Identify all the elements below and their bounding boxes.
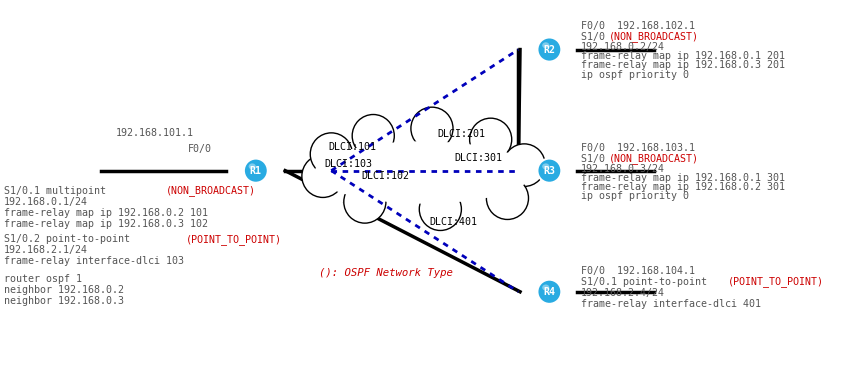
Text: DLCI:301: DLCI:301 [454,153,502,163]
Text: (): OSPF Network Type: (): OSPF Network Type [319,268,453,279]
Text: (POINT_TO_POINT): (POINT_TO_POINT) [728,276,824,287]
Text: DLCI:103: DLCI:103 [324,159,372,169]
Ellipse shape [411,107,453,150]
Ellipse shape [248,163,256,170]
Ellipse shape [244,159,268,183]
Text: frame-relay interface-dlci 401: frame-relay interface-dlci 401 [581,299,762,309]
Text: neighbor 192.168.0.3: neighbor 192.168.0.3 [4,296,124,306]
Text: frame-relay map ip 192.168.0.1 201: frame-relay map ip 192.168.0.1 201 [581,51,785,61]
Ellipse shape [352,115,394,157]
Text: (POINT_TO_POINT): (POINT_TO_POINT) [187,234,282,245]
Text: R1: R1 [250,166,262,176]
Text: ip ospf priority 0: ip ospf priority 0 [581,69,689,80]
Ellipse shape [302,132,545,213]
Ellipse shape [538,159,561,183]
Text: frame-relay interface-dlci 103: frame-relay interface-dlci 103 [4,256,184,266]
Text: S1/0.1 point-to-point: S1/0.1 point-to-point [581,277,713,287]
Text: F0/0: F0/0 [188,144,212,155]
Text: frame-relay map ip 192.168.0.1 301: frame-relay map ip 192.168.0.1 301 [581,173,785,183]
Text: S1/0: S1/0 [581,153,611,164]
Text: DLCI:102: DLCI:102 [362,171,410,181]
Text: S1/0.1 multipoint: S1/0.1 multipoint [4,186,112,196]
Text: 192.168.0.1/24: 192.168.0.1/24 [4,197,88,207]
Text: DLCI:201: DLCI:201 [438,129,485,139]
Ellipse shape [470,118,511,161]
Text: DLCI:401: DLCI:401 [429,217,477,227]
Text: ip ospf priority 0: ip ospf priority 0 [581,191,689,201]
Text: (NON_BROADCAST): (NON_BROADCAST) [166,185,256,196]
Text: 192.168.2.1/24: 192.168.2.1/24 [4,245,88,255]
Text: S1/0: S1/0 [581,32,611,42]
Text: frame-relay map ip 192.168.0.3 201: frame-relay map ip 192.168.0.3 201 [581,60,785,70]
Text: frame-relay map ip 192.168.0.2 301: frame-relay map ip 192.168.0.2 301 [581,182,785,192]
Text: (NON_BROADCAST): (NON_BROADCAST) [609,31,699,42]
Ellipse shape [538,280,561,304]
Ellipse shape [542,163,550,170]
Text: router ospf 1: router ospf 1 [4,274,82,284]
Ellipse shape [503,144,545,186]
Text: S1/0.2 point-to-point: S1/0.2 point-to-point [4,234,137,244]
Text: 192.168.2.4/24: 192.168.2.4/24 [581,288,665,298]
Text: F0/0  192.168.104.1: F0/0 192.168.104.1 [581,266,695,276]
Ellipse shape [302,155,344,197]
Ellipse shape [542,284,550,291]
Text: F0/0  192.168.103.1: F0/0 192.168.103.1 [581,142,695,153]
Ellipse shape [310,133,353,175]
Ellipse shape [487,177,528,219]
Ellipse shape [542,42,550,48]
Text: R2: R2 [544,44,555,55]
Text: neighbor 192.168.0.2: neighbor 192.168.0.2 [4,285,124,295]
Text: R3: R3 [544,166,555,176]
Text: (NON_BROADCAST): (NON_BROADCAST) [609,153,699,164]
Ellipse shape [419,188,461,230]
Text: DLCI:101: DLCI:101 [328,142,377,152]
Text: 192.168.0.3/24: 192.168.0.3/24 [581,164,665,174]
Ellipse shape [315,141,533,204]
Text: F0/0  192.168.102.1: F0/0 192.168.102.1 [581,21,695,31]
Text: R4: R4 [544,287,555,297]
Text: 192.168.101.1: 192.168.101.1 [116,128,194,138]
Ellipse shape [343,181,386,223]
Text: frame-relay map ip 192.168.0.3 102: frame-relay map ip 192.168.0.3 102 [4,219,209,229]
Text: 192.168.0.2/24: 192.168.0.2/24 [581,42,665,52]
Text: frame-relay map ip 192.168.0.2 101: frame-relay map ip 192.168.0.2 101 [4,208,209,218]
Ellipse shape [538,37,561,62]
